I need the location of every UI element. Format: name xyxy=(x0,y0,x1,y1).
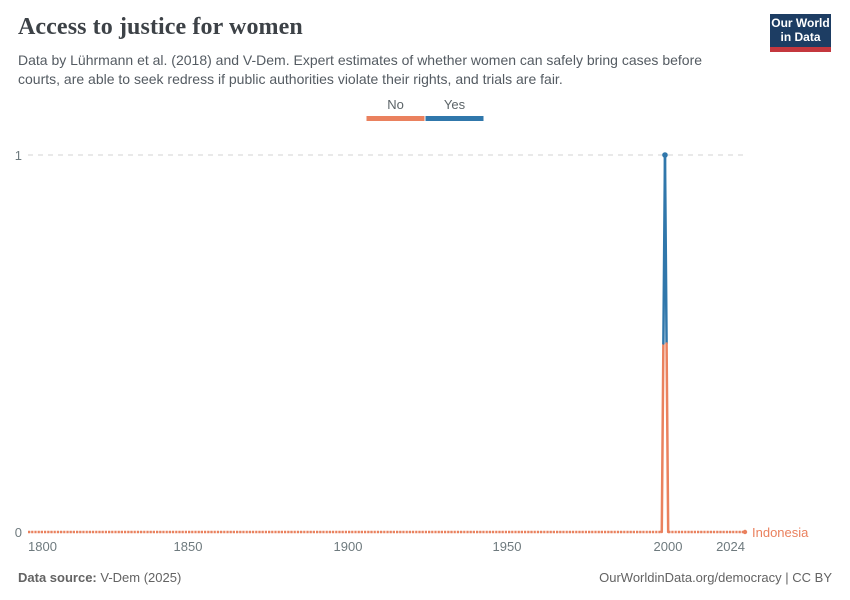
x-tick-label-1800: 1800 xyxy=(28,539,57,554)
x-tick-label-1900: 1900 xyxy=(333,539,363,554)
chart-subtitle: Data by Lührmann et al. (2018) and V-Dem… xyxy=(18,52,703,87)
owid-logo[interactable]: Our World in Data xyxy=(770,14,831,52)
legend-swatch-no xyxy=(366,116,425,121)
owid-logo-text: Our World in Data xyxy=(770,14,831,47)
legend-label: Yes xyxy=(443,97,466,112)
x-tick-label-1950: 1950 xyxy=(492,539,522,554)
series-line-segment xyxy=(660,342,665,534)
legend-label: No xyxy=(387,97,404,112)
data-source-text: Data source: V-Dem (2025) xyxy=(18,570,181,585)
page-title: Access to justice for women xyxy=(18,14,303,40)
x-tick-label-1850: 1850 xyxy=(173,539,203,554)
y-tick-label-0: 0 xyxy=(14,525,22,540)
line-end-marker xyxy=(742,529,748,535)
entity-label[interactable]: Indonesia xyxy=(752,525,809,540)
legend-swatch-yes xyxy=(425,116,484,121)
data-source-value: V-Dem (2025) xyxy=(100,570,182,585)
series-line-segment xyxy=(663,153,668,345)
series-line-segment xyxy=(665,342,670,534)
x-tick-label-2000: 2000 xyxy=(653,539,683,554)
data-source-label: Data source: xyxy=(18,570,97,585)
legend-item-no[interactable]: No xyxy=(366,97,425,121)
y-tick-label-1: 1 xyxy=(14,148,22,163)
owid-logo-redbar xyxy=(770,47,831,52)
x-tick-label-2024: 2024 xyxy=(716,539,745,554)
legend-item-yes[interactable]: Yes xyxy=(425,97,484,121)
peak-marker xyxy=(662,152,668,158)
chart-footer: Data source: V-Dem (2025) OurWorldinData… xyxy=(18,570,832,585)
category-legend: No Yes xyxy=(366,97,484,121)
owid-license-link[interactable]: OurWorldinData.org/democracy | CC BY xyxy=(599,570,832,585)
